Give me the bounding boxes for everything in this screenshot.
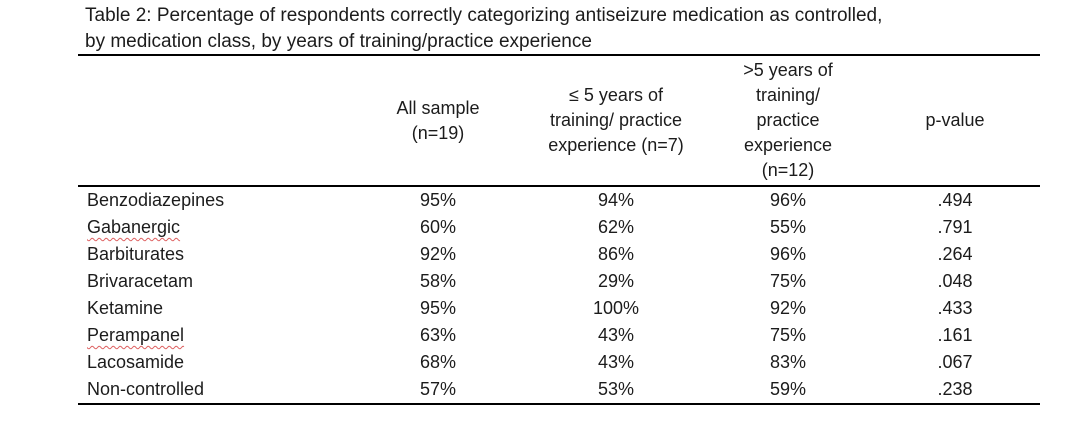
table-row: Ketamine 95% 100% 92% .433 [78, 295, 1040, 322]
cell-gt-5-years: 59% [769, 379, 807, 399]
cell-le-5-years: 43% [597, 352, 635, 372]
cell-gt-5-years: 96% [769, 244, 807, 264]
header-line: training/ practice [549, 110, 683, 130]
table-caption-line-1: Table 2: Percentage of respondents corre… [85, 5, 883, 26]
results-table: All sample (n=19) ≤ 5 years of training/… [78, 54, 1040, 405]
cell-p-value: .161 [937, 325, 973, 345]
cell-p-value: .433 [937, 298, 973, 318]
header-line: ≤ 5 years of [569, 85, 663, 105]
cell-all-sample: 57% [419, 379, 457, 399]
table-row: Barbiturates 92% 86% 96% .264 [78, 241, 1040, 268]
cell-medication-class: Gabanergic [78, 214, 350, 241]
cell-p-value: .264 [937, 244, 973, 264]
cell-medication-class: Lacosamide [78, 349, 350, 376]
cell-p-value: .238 [937, 379, 973, 399]
cell-le-5-years: 100% [592, 298, 640, 318]
header-line: (n=12) [761, 160, 815, 180]
header-row: All sample (n=19) ≤ 5 years of training/… [78, 55, 1040, 186]
table-row: Non-controlled 57% 53% 59% .238 [78, 376, 1040, 404]
cell-all-sample: 58% [419, 271, 457, 291]
cell-medication-class: Perampanel [78, 322, 350, 349]
cell-le-5-years: 62% [597, 217, 635, 237]
cell-medication-class: Barbiturates [78, 241, 350, 268]
header-line: >5 years of [743, 60, 833, 80]
table-row: Lacosamide 68% 43% 83% .067 [78, 349, 1040, 376]
cell-le-5-years: 29% [597, 271, 635, 291]
column-header-le-5-years: ≤ 5 years of training/ practice experien… [526, 55, 706, 186]
table-caption-line-2: by medication class, by years of trainin… [85, 31, 592, 52]
column-header-all-sample: All sample (n=19) [350, 55, 526, 186]
header-line: practice [756, 110, 820, 130]
table-row: Brivaracetam 58% 29% 75% .048 [78, 268, 1040, 295]
table-row: Perampanel 63% 43% 75% .161 [78, 322, 1040, 349]
column-header-p-value: p-value [870, 55, 1040, 186]
cell-le-5-years: 43% [597, 325, 635, 345]
header-line: experience (n=7) [548, 135, 684, 155]
cell-medication-class: Non-controlled [78, 376, 350, 404]
column-header-gt-5-years: >5 years of training/ practice experienc… [706, 55, 870, 186]
cell-le-5-years: 94% [597, 190, 635, 210]
row-label: Ketamine [87, 298, 164, 318]
row-label: Brivaracetam [87, 271, 194, 291]
cell-all-sample: 95% [419, 190, 457, 210]
row-label: Non-controlled [87, 379, 205, 399]
cell-gt-5-years: 92% [769, 298, 807, 318]
row-label: Gabanergic [87, 217, 181, 237]
header-line: p-value [925, 110, 985, 130]
cell-gt-5-years: 75% [769, 325, 807, 345]
cell-all-sample: 92% [419, 244, 457, 264]
row-label: Perampanel [87, 325, 185, 345]
cell-p-value: .791 [937, 217, 973, 237]
cell-gt-5-years: 83% [769, 352, 807, 372]
cell-le-5-years: 86% [597, 244, 635, 264]
cell-all-sample: 63% [419, 325, 457, 345]
header-line: (n=19) [411, 122, 465, 143]
cell-all-sample: 95% [419, 298, 457, 318]
cell-gt-5-years: 96% [769, 190, 807, 210]
cell-p-value: .048 [937, 271, 973, 291]
header-line: experience [743, 135, 833, 155]
cell-gt-5-years: 55% [769, 217, 807, 237]
cell-le-5-years: 53% [597, 379, 635, 399]
table-caption: Table 2: Percentage of respondents corre… [85, 3, 1075, 55]
header-line: All sample [396, 97, 480, 118]
cell-gt-5-years: 75% [769, 271, 807, 291]
row-label: Lacosamide [87, 352, 185, 372]
table-row: Gabanergic 60% 62% 55% .791 [78, 214, 1040, 241]
table-row: Benzodiazepines 95% 94% 96% .494 [78, 186, 1040, 214]
cell-all-sample: 60% [419, 217, 457, 237]
cell-p-value: .067 [937, 352, 973, 372]
row-label: Benzodiazepines [87, 190, 225, 210]
header-line: training/ [755, 85, 821, 105]
cell-all-sample: 68% [419, 352, 457, 372]
cell-medication-class: Brivaracetam [78, 268, 350, 295]
column-header-medication-class [78, 55, 350, 186]
row-label: Barbiturates [87, 244, 185, 264]
cell-p-value: .494 [937, 190, 973, 210]
cell-medication-class: Benzodiazepines [78, 186, 350, 214]
cell-medication-class: Ketamine [78, 295, 350, 322]
